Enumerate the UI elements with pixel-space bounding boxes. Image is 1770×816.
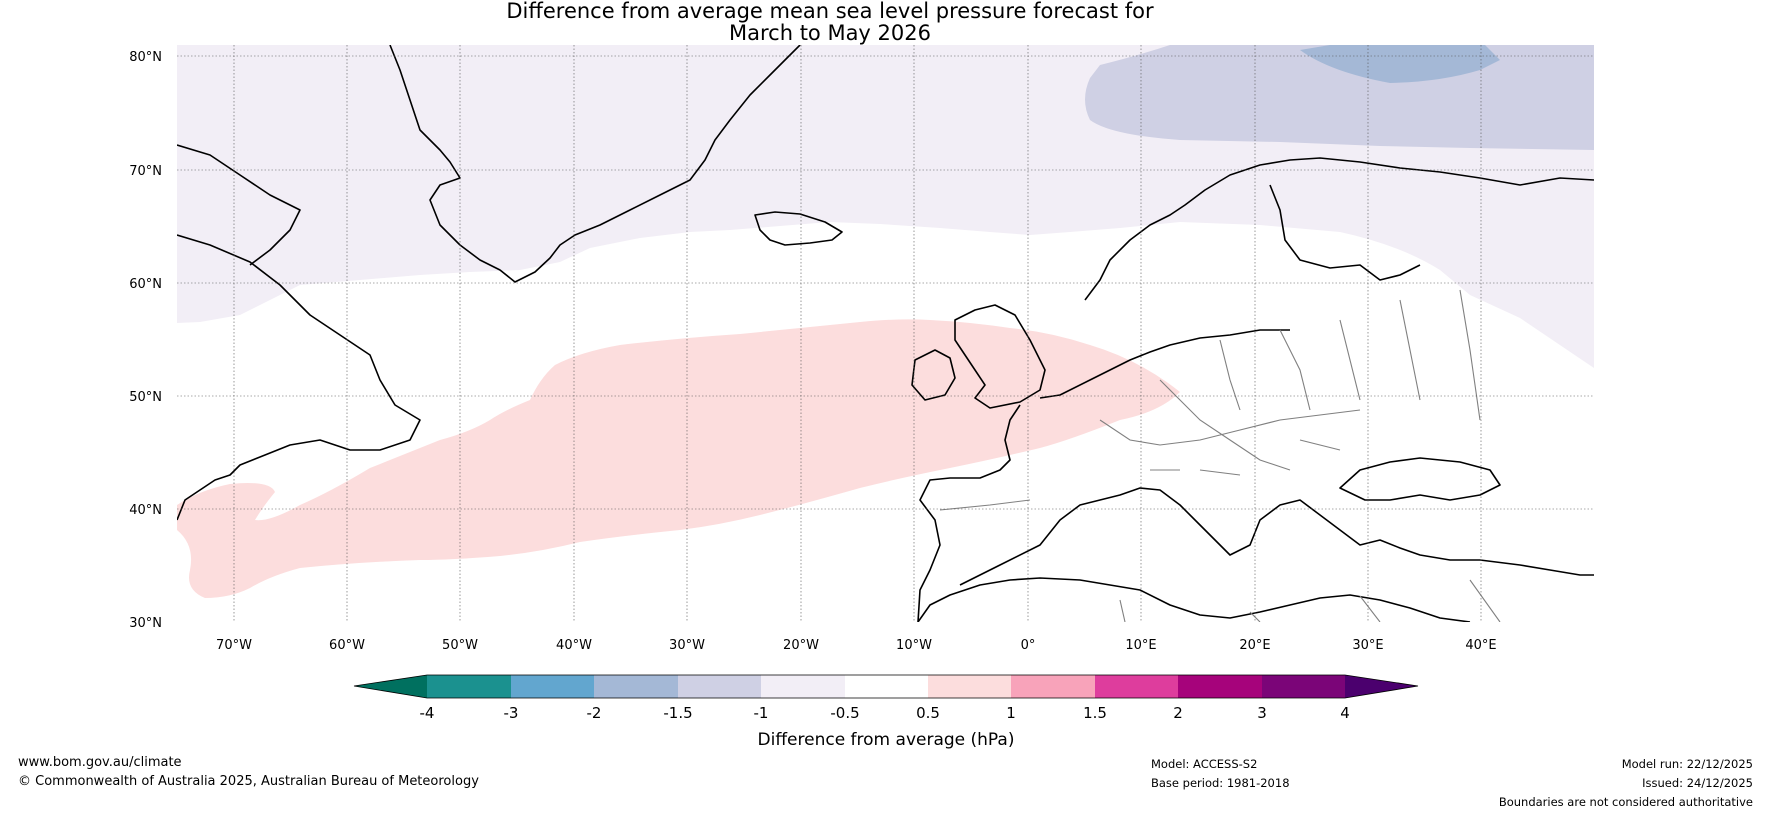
north-africa-coast [917, 577, 1471, 622]
chart-title-line2: March to May 2026 [729, 21, 931, 45]
footer-copyright: © Commonwealth of Australia 2025, Austra… [18, 774, 479, 789]
lon-label-30w: 30°W [669, 638, 705, 653]
colorbar-tick: 1 [1006, 704, 1016, 722]
lon-labels: 70°W 60°W 50°W 40°W 30°W 20°W 10°W 0° 10… [216, 638, 1497, 653]
arctic-low-anomaly [1300, 45, 1500, 83]
lon-label-40e: 40°E [1465, 638, 1496, 653]
colorbar-ticks: -4 -3 -2 -1.5 -1 -0.5 0.5 1 1.5 2 3 4 [420, 704, 1350, 722]
footer-model-run: Model run: 22/12/2025 [1621, 757, 1753, 771]
colorbar-bin-11 [1262, 675, 1345, 698]
lon-label-0: 0° [1021, 638, 1036, 653]
colorbar-tick: -0.5 [830, 704, 859, 722]
iceland-coast [754, 211, 843, 246]
colorbar-bin-3 [594, 675, 678, 698]
colorbar-bin-7 [928, 675, 1011, 698]
lon-label-30e: 30°E [1352, 638, 1383, 653]
ireland-coast [911, 349, 956, 401]
colorbar [353, 674, 1419, 699]
colorbar-tick: 1.5 [1083, 704, 1107, 722]
footer-disclaimer: Boundaries are not considered authoritat… [1498, 795, 1753, 809]
colorbar-tick: 4 [1340, 704, 1350, 722]
lat-label-80n: 80°N [129, 50, 162, 65]
lon-label-10e: 10°E [1125, 638, 1156, 653]
colorbar-tick: -1 [754, 704, 769, 722]
footer-website: www.bom.gov.au/climate [18, 755, 182, 770]
colorbar-tick: 0.5 [916, 704, 940, 722]
scandinavia-coast [1084, 157, 1594, 301]
footer-issued: Issued: 24/12/2025 [1642, 776, 1753, 790]
atlantic-high-anomaly [177, 319, 1180, 598]
lon-label-50w: 50°W [442, 638, 478, 653]
lon-label-70w: 70°W [216, 638, 252, 653]
colorbar-outline [353, 674, 1419, 699]
colorbar-extend-low [354, 675, 427, 698]
border-lines-b [1219, 289, 1481, 421]
colorbar-bin-9 [1095, 675, 1178, 698]
colorbar-bin-1 [427, 675, 511, 698]
lon-label-20w: 20°W [783, 638, 819, 653]
baffin-coast [177, 144, 301, 266]
lat-label-40n: 40°N [129, 503, 162, 518]
border-lines-c [939, 439, 1341, 511]
chart-title-line1: Difference from average mean sea level p… [506, 0, 1154, 23]
colorbar-bin-10 [1178, 675, 1262, 698]
lon-label-20e: 20°E [1239, 638, 1270, 653]
black-sea-coast [1339, 457, 1501, 501]
lat-label-70n: 70°N [129, 164, 162, 179]
lon-label-40w: 40°W [556, 638, 592, 653]
colorbar-tick: -3 [504, 704, 519, 722]
footer-base-period: Base period: 1981-2018 [1151, 776, 1290, 790]
greenland-coast [389, 45, 801, 283]
coastlines [177, 45, 1594, 622]
border-lines-a [1099, 379, 1361, 471]
lon-label-10w: 10°W [896, 638, 932, 653]
lat-labels: 80°N 70°N 60°N 50°N 40°N 30°N [129, 50, 162, 631]
map-content [177, 45, 1594, 598]
footer-model: Model: ACCESS-S2 [1151, 757, 1258, 771]
colorbar-bin-2 [511, 675, 594, 698]
lon-label-60w: 60°W [329, 638, 365, 653]
colorbar-tick: 2 [1173, 704, 1183, 722]
europe-west-coast [917, 329, 1290, 622]
lat-label-50n: 50°N [129, 390, 162, 405]
lat-label-60n: 60°N [129, 277, 162, 292]
colorbar-extend-high [1345, 675, 1418, 698]
mediterranean-coast [959, 487, 1594, 586]
colorbar-bin-4 [678, 675, 761, 698]
colorbar-tick: -1.5 [663, 704, 692, 722]
colorbar-tick: -4 [420, 704, 435, 722]
colorbar-label: Difference from average (hPa) [758, 730, 1015, 750]
gridlines [177, 45, 1594, 622]
labrador-coast [177, 234, 421, 521]
lat-label-30n: 30°N [129, 616, 162, 631]
colorbar-tick: 3 [1257, 704, 1267, 722]
colorbar-bin-5 [761, 675, 845, 698]
colorbar-bin-8 [1011, 675, 1095, 698]
baltic-coast [1269, 184, 1421, 281]
colorbar-bin-6 [845, 675, 928, 698]
colorbar-tick: -2 [587, 704, 602, 722]
uk-coast [954, 304, 1046, 409]
